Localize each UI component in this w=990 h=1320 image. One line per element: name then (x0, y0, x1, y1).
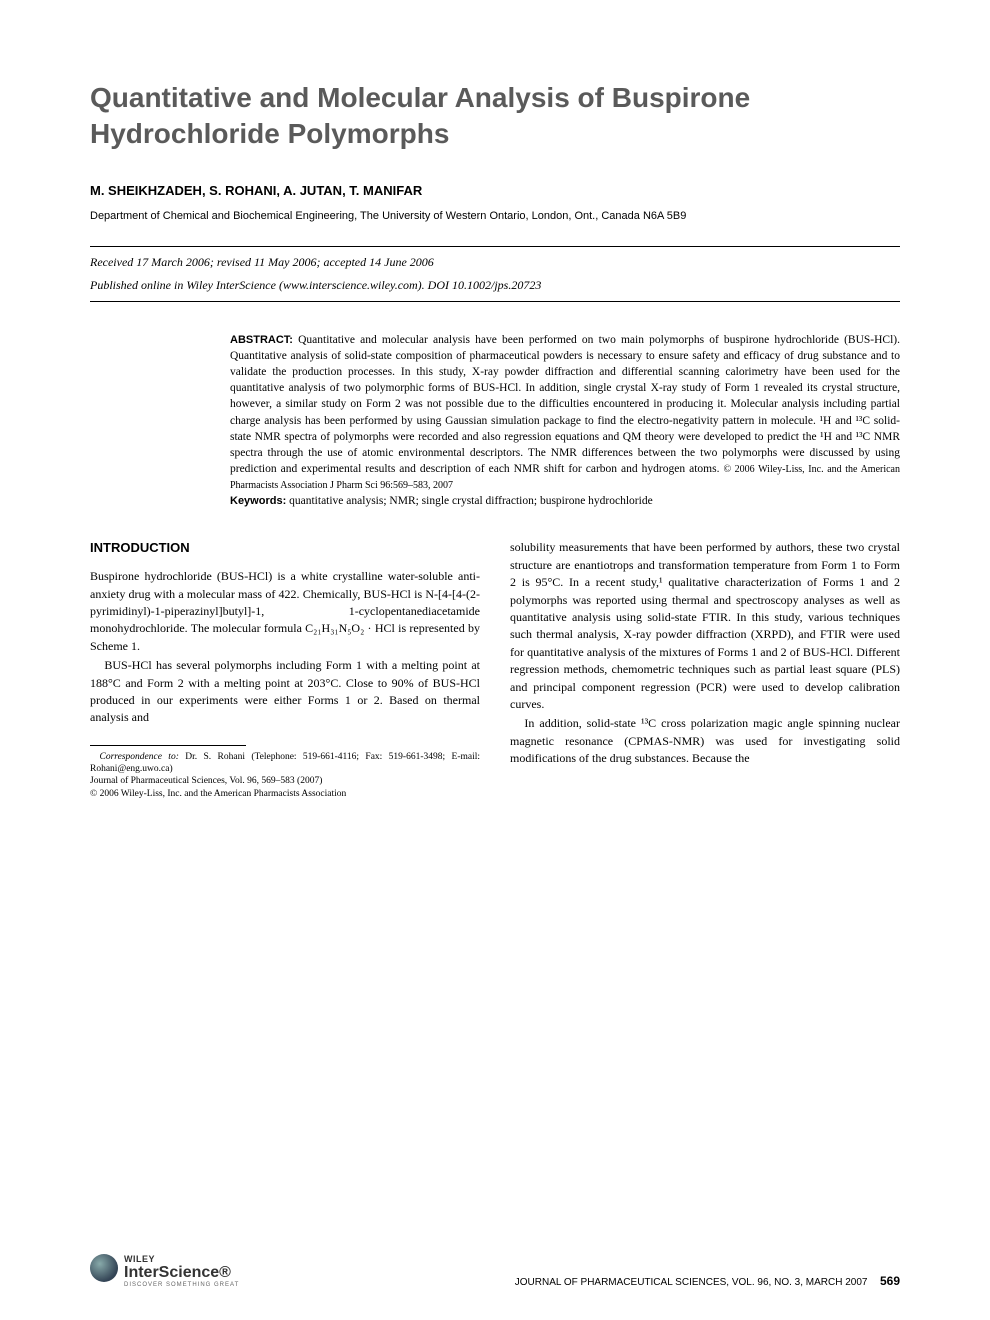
abstract-label: ABSTRACT: (230, 334, 293, 346)
section-heading-introduction: INTRODUCTION (90, 539, 480, 558)
interscience-logo: WILEY InterScience® DISCOVER SOMETHING G… (90, 1254, 239, 1288)
col2-paragraph-2: In addition, solid-state ¹³C cross polar… (510, 715, 900, 767)
article-title: Quantitative and Molecular Analysis of B… (90, 80, 900, 153)
column-left: INTRODUCTION Buspirone hydrochloride (BU… (90, 539, 480, 800)
footer-right: JOURNAL OF PHARMACEUTICAL SCIENCES, VOL.… (515, 1274, 900, 1288)
journal-ref-footnote: Journal of Pharmaceutical Sciences, Vol.… (90, 775, 480, 787)
keywords-text: quantitative analysis; NMR; single cryst… (286, 495, 652, 507)
received-dates: Received 17 March 2006; revised 11 May 2… (90, 255, 900, 270)
rule-top (90, 246, 900, 247)
logo-publisher: WILEY (124, 1254, 231, 1264)
correspondence-footnote: Correspondence to: Dr. S. Rohani (Teleph… (90, 751, 480, 776)
footnote-separator (90, 745, 246, 746)
rule-bottom (90, 301, 900, 302)
logo-brand: InterScience® (124, 1264, 231, 1282)
abstract-text: Quantitative and molecular analysis have… (230, 334, 900, 475)
abstract-block: ABSTRACT: Quantitative and molecular ana… (230, 332, 900, 510)
affiliation: Department of Chemical and Biochemical E… (90, 210, 900, 222)
footer-journal: JOURNAL OF PHARMACEUTICAL SCIENCES, VOL.… (515, 1277, 868, 1288)
published-online: Published online in Wiley InterScience (… (90, 278, 900, 293)
page-number: 569 (880, 1274, 900, 1288)
correspondence-label: Correspondence to: (100, 752, 179, 762)
page-footer: WILEY InterScience® DISCOVER SOMETHING G… (90, 1254, 900, 1288)
intro-paragraph-2: BUS-HCl has several polymorphs including… (90, 657, 480, 727)
keywords-label: Keywords: (230, 495, 286, 507)
authors-line: M. SHEIKHZADEH, S. ROHANI, A. JUTAN, T. … (90, 183, 900, 198)
globe-icon (90, 1254, 118, 1282)
column-right: solubility measurements that have been p… (510, 539, 900, 800)
col2-paragraph-1: solubility measurements that have been p… (510, 539, 900, 713)
copyright-footnote: © 2006 Wiley-Liss, Inc. and the American… (90, 788, 480, 800)
intro-paragraph-1: Buspirone hydrochloride (BUS-HCl) is a w… (90, 568, 480, 655)
body-columns: INTRODUCTION Buspirone hydrochloride (BU… (90, 539, 900, 800)
logo-tagline: DISCOVER SOMETHING GREAT (124, 1282, 239, 1288)
